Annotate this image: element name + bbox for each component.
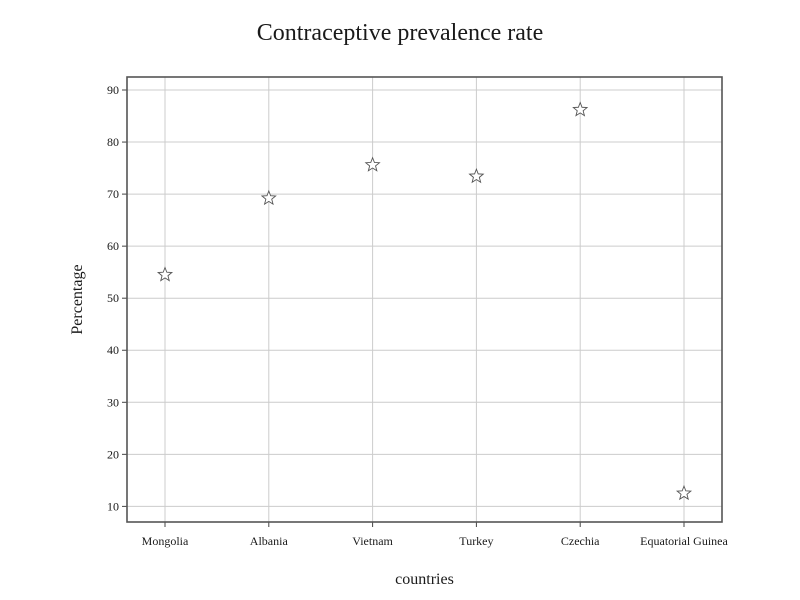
- grid: [127, 77, 722, 522]
- data-point-mongolia: Mongolia: 54.6: [156, 266, 174, 282]
- x-tick-label: Albania: [250, 534, 289, 548]
- data-point-czechia: Czechia: 86.3: [572, 101, 589, 117]
- plot-area: [126, 76, 723, 523]
- x-tick-label: Vietnam: [352, 534, 393, 548]
- x-tick-label: Turkey: [459, 534, 493, 548]
- y-tick-label: 40: [107, 343, 119, 357]
- x-tick-label: Equatorial Guinea: [640, 534, 728, 548]
- chart-title: Contraceptive prevalence rate: [257, 20, 544, 46]
- y-tick-label: 90: [107, 83, 119, 97]
- y-tick-label: 60: [107, 239, 119, 253]
- data-points: Mongolia: 54.6 Albania: 69.3 Vietnam: 75.7…: [156, 101, 693, 501]
- y-tick-label: 70: [107, 187, 119, 201]
- y-axis-label: Percentage: [69, 264, 86, 334]
- y-tick-label: 10: [107, 499, 119, 513]
- y-tick-label: 80: [107, 135, 119, 149]
- data-point-turkey: Turkey: 73.5: [468, 167, 485, 184]
- y-tick-label: 30: [107, 395, 119, 409]
- y-tick-label: 50: [107, 291, 119, 305]
- data-point-albania: Albania: 69.3: [260, 189, 277, 206]
- y-tick-label: 20: [107, 447, 119, 461]
- data-point-equatorial-guinea: Equatorial Guinea: 12.6: [675, 484, 693, 501]
- axis-ticks: 10 20 30 40 50 60 70 80 90 Mongolia Albania Vietnam…: [107, 83, 728, 548]
- x-tick-label: Mongolia: [142, 534, 189, 548]
- x-axis-label: countries: [395, 571, 454, 588]
- data-point-vietnam: Vietnam: 75.7: [364, 156, 381, 172]
- x-tick-label: Czechia: [561, 534, 600, 548]
